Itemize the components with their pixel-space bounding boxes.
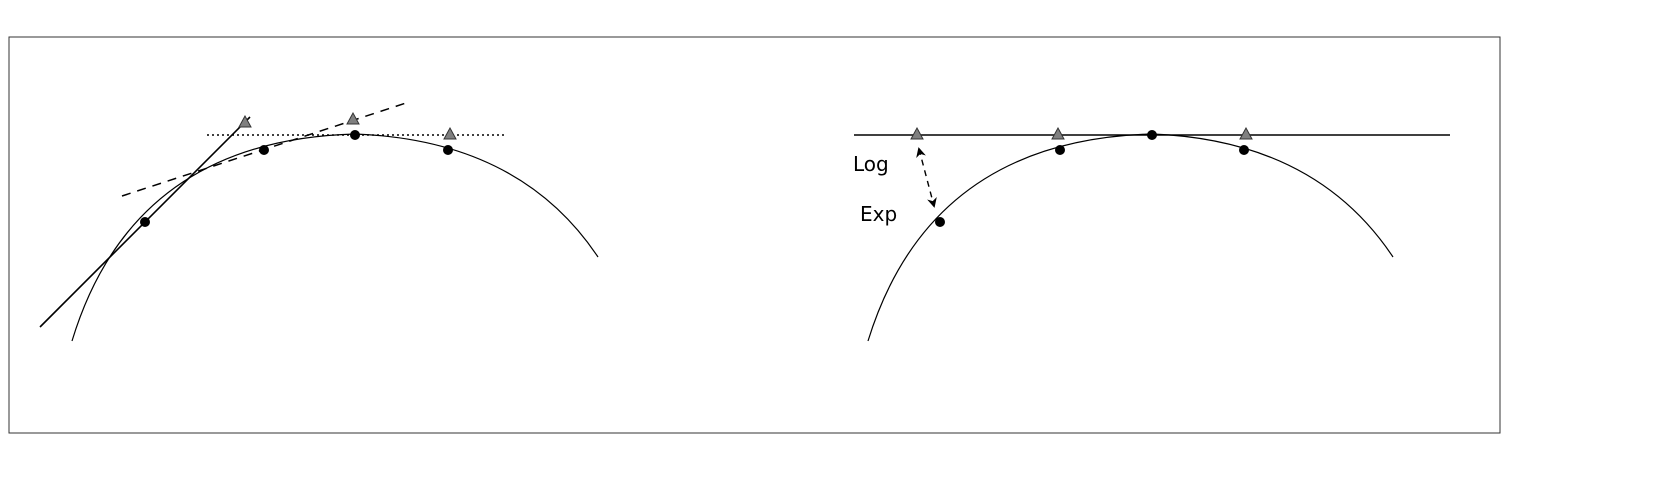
left-panel (40, 103, 598, 341)
right-triangle-2 (1052, 128, 1064, 139)
left-point-4 (443, 145, 453, 155)
right-point-2 (1055, 145, 1065, 155)
right-triangle-3 (1240, 128, 1252, 139)
right-point-1 (935, 217, 945, 227)
log-label: Log (853, 152, 889, 176)
left-point-1 (140, 217, 150, 227)
right-point-4 (1239, 145, 1249, 155)
right-triangle-1 (911, 128, 923, 139)
right-curve (868, 134, 1393, 341)
left-triangle-3 (444, 128, 456, 139)
right-point-3 (1147, 130, 1157, 140)
left-point-3 (350, 130, 360, 140)
left-point-2 (259, 145, 269, 155)
left-curve (72, 134, 598, 341)
exp-label: Exp (860, 202, 897, 226)
figure-frame (9, 37, 1500, 433)
right-panel: Log Exp (853, 128, 1450, 341)
log-exp-arrow (919, 149, 934, 206)
